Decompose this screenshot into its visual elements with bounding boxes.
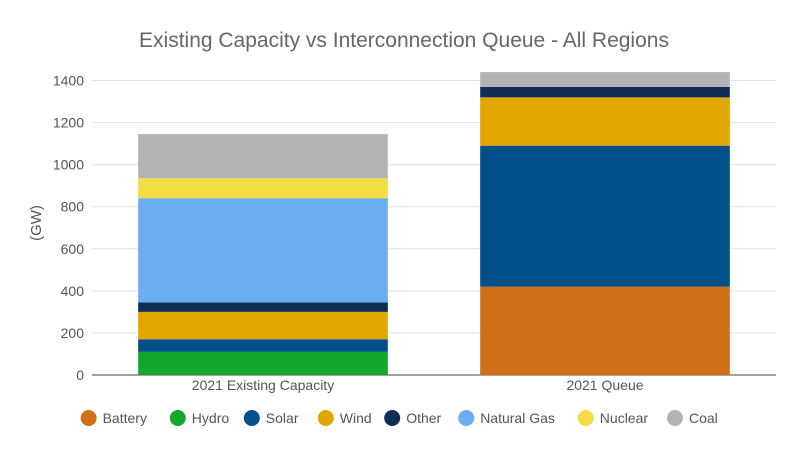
legend-item-wind: Wind bbox=[317, 410, 372, 426]
legend-swatch bbox=[384, 410, 401, 426]
legend-label: Other bbox=[406, 410, 441, 426]
legend-label: Hydro bbox=[192, 410, 230, 426]
bar-segment-solar bbox=[138, 339, 388, 352]
bar-segment-nuclear bbox=[138, 178, 388, 199]
bar-segment-wind bbox=[480, 97, 730, 146]
bars bbox=[138, 72, 730, 375]
y-axis-ticks: 0 200 400 600 800 1000 1200 1400 bbox=[53, 73, 84, 383]
bar-segment-coal bbox=[480, 72, 730, 87]
y-axis-label: (GW) bbox=[28, 205, 45, 241]
legend-label: Natural Gas bbox=[480, 410, 555, 426]
y-tick-label: 0 bbox=[76, 367, 84, 383]
legend-item-battery: Battery bbox=[80, 410, 147, 426]
x-tick-label: 2021 Existing Capacity bbox=[192, 377, 334, 393]
legend-item-hydro: Hydro bbox=[169, 410, 230, 426]
legend-label: Battery bbox=[103, 410, 147, 426]
legend-label: Nuclear bbox=[600, 410, 649, 426]
legend-label: Solar bbox=[266, 410, 299, 426]
legend-swatch bbox=[577, 410, 594, 426]
y-tick-label: 1200 bbox=[53, 115, 84, 131]
bar-segment-solar bbox=[480, 145, 730, 287]
legend-swatch bbox=[169, 410, 186, 426]
legend-item-natural-gas: Natural Gas bbox=[458, 410, 555, 426]
bar-segment-coal bbox=[138, 134, 388, 179]
bar-segment-hydro bbox=[138, 351, 388, 375]
x-axis-ticks: 2021 Existing Capacity 2021 Queue bbox=[192, 377, 644, 393]
y-tick-label: 1000 bbox=[53, 157, 84, 173]
legend-swatch bbox=[80, 410, 97, 426]
x-tick-label: 2021 Queue bbox=[566, 377, 643, 393]
legend-item-coal: Coal bbox=[667, 410, 718, 426]
legend-swatch bbox=[317, 410, 334, 426]
legend-item-nuclear: Nuclear bbox=[577, 410, 649, 426]
y-tick-label: 1400 bbox=[53, 73, 84, 89]
y-tick-label: 600 bbox=[61, 241, 85, 257]
bar-segment-other bbox=[138, 302, 388, 312]
legend-swatch bbox=[667, 410, 683, 426]
chart-title: Existing Capacity vs Interconnection Que… bbox=[139, 29, 669, 52]
bar-segment-other bbox=[480, 86, 730, 98]
legend: Battery Hydro Solar Wind Other Natural Gas Nuc… bbox=[80, 410, 718, 426]
bar-segment-battery bbox=[480, 286, 730, 375]
legend-swatch bbox=[458, 410, 475, 426]
bar-segment-wind bbox=[138, 311, 388, 340]
y-tick-label: 800 bbox=[61, 199, 85, 215]
legend-swatch bbox=[243, 410, 260, 426]
legend-item-solar: Solar bbox=[243, 410, 299, 426]
bar-segment-natural-gas bbox=[138, 198, 388, 303]
legend-item-other: Other bbox=[384, 410, 442, 426]
legend-label: Coal bbox=[689, 410, 718, 426]
y-tick-label: 400 bbox=[61, 283, 85, 299]
legend-label: Wind bbox=[340, 410, 372, 426]
y-tick-label: 200 bbox=[61, 325, 85, 341]
